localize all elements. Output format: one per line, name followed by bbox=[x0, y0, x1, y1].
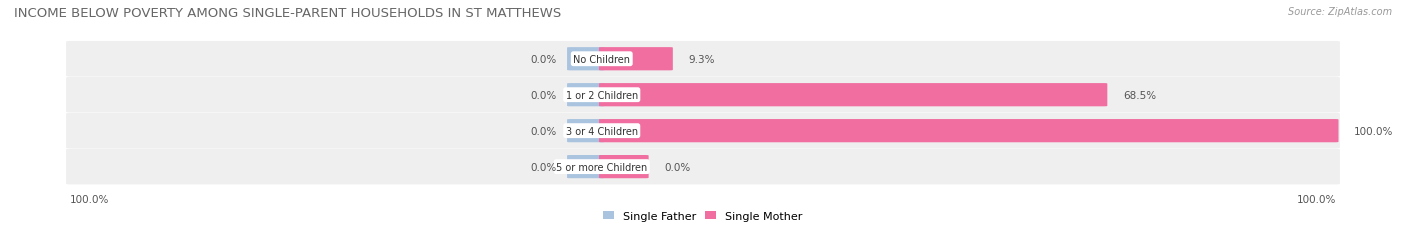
Text: 0.0%: 0.0% bbox=[530, 126, 557, 136]
Text: INCOME BELOW POVERTY AMONG SINGLE-PARENT HOUSEHOLDS IN ST MATTHEWS: INCOME BELOW POVERTY AMONG SINGLE-PARENT… bbox=[14, 7, 561, 20]
Legend: Single Father, Single Mother: Single Father, Single Mother bbox=[599, 207, 807, 225]
Text: 0.0%: 0.0% bbox=[530, 162, 557, 172]
Text: 5 or more Children: 5 or more Children bbox=[557, 162, 647, 172]
Text: 3 or 4 Children: 3 or 4 Children bbox=[565, 126, 638, 136]
Text: 100.0%: 100.0% bbox=[70, 194, 110, 204]
Text: 100.0%: 100.0% bbox=[1354, 126, 1393, 136]
Text: 0.0%: 0.0% bbox=[530, 55, 557, 64]
Text: 0.0%: 0.0% bbox=[530, 90, 557, 100]
Text: No Children: No Children bbox=[574, 55, 630, 64]
Text: Source: ZipAtlas.com: Source: ZipAtlas.com bbox=[1288, 7, 1392, 17]
Text: 68.5%: 68.5% bbox=[1123, 90, 1156, 100]
Text: 1 or 2 Children: 1 or 2 Children bbox=[565, 90, 638, 100]
Text: 100.0%: 100.0% bbox=[1296, 194, 1336, 204]
Text: 0.0%: 0.0% bbox=[664, 162, 690, 172]
Text: 9.3%: 9.3% bbox=[689, 55, 714, 64]
